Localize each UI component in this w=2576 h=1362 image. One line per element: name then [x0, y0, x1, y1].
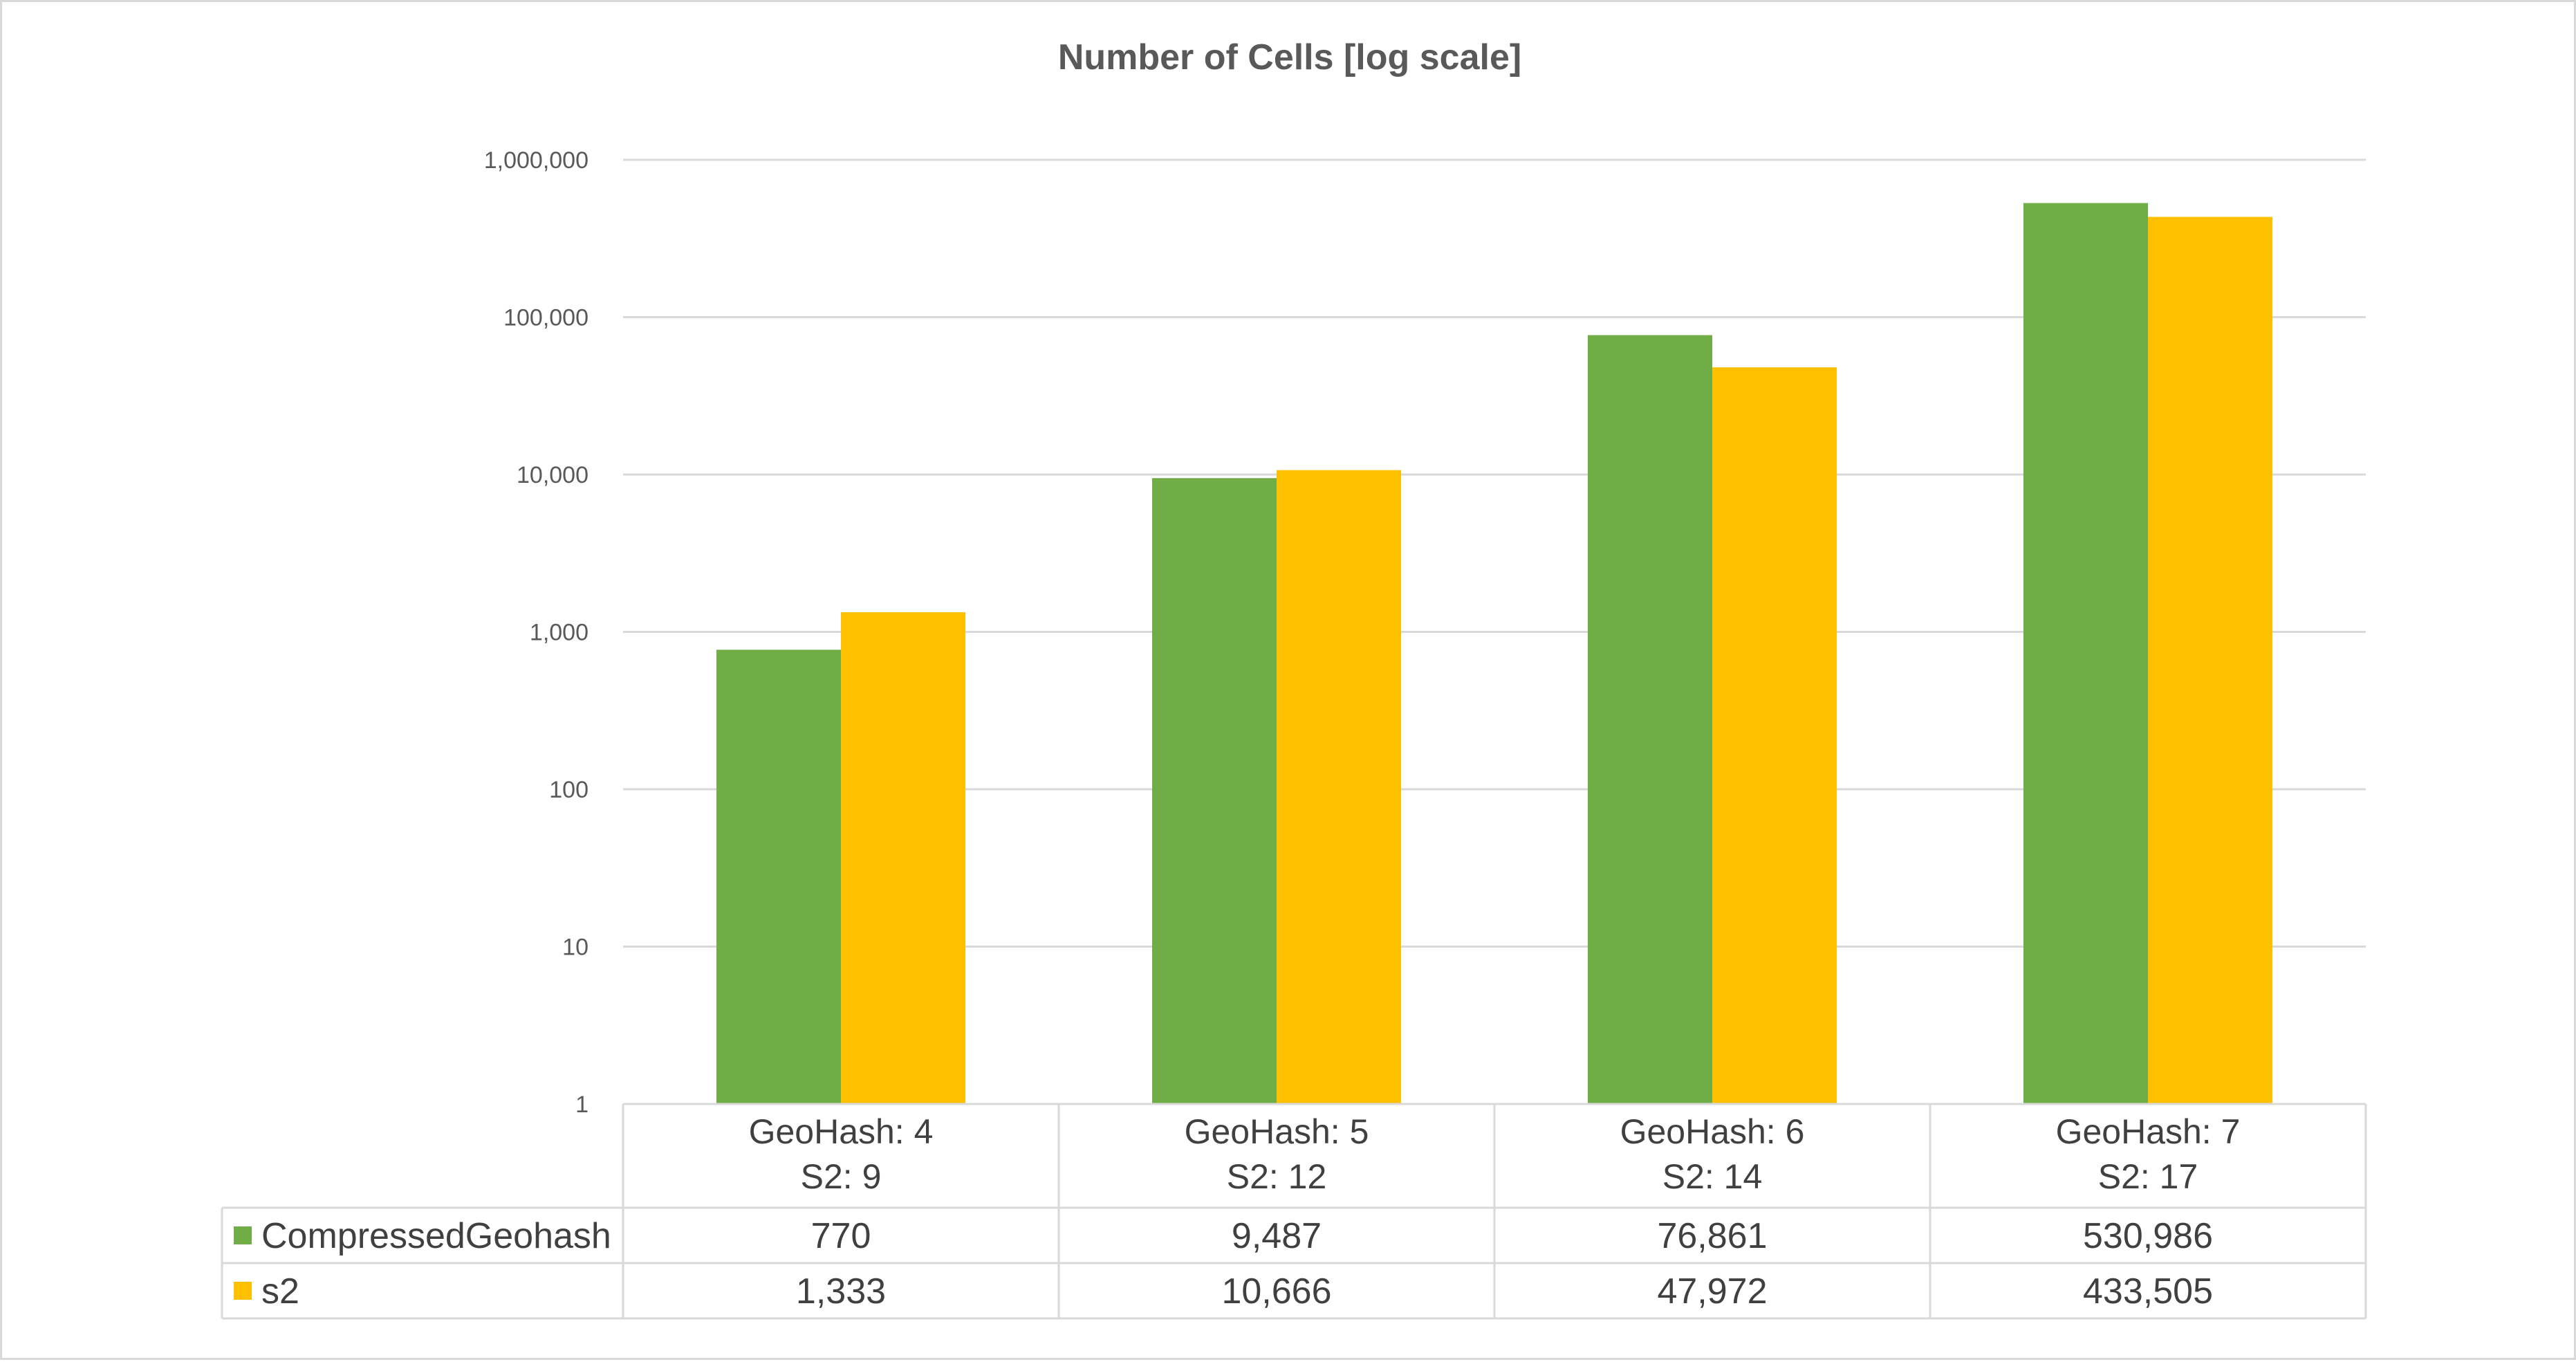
category-label: GeoHash: 7: [2056, 1112, 2241, 1151]
bar-compressedgeohash-1: [716, 650, 841, 1104]
category-label: S2: 14: [1662, 1157, 1763, 1196]
bar-s2-4: [2148, 217, 2272, 1104]
bar-s2-3: [1712, 367, 1837, 1105]
data-table-cell: 47,972: [1657, 1271, 1767, 1312]
y-tick-label: 100,000: [503, 305, 589, 331]
bar-compressedgeohash-2: [1152, 478, 1277, 1104]
category-label: S2: 9: [801, 1157, 882, 1196]
bar-compressedgeohash-4: [2023, 203, 2148, 1105]
category-label: S2: 17: [2098, 1157, 2198, 1196]
legend-key-compressedgeohash: [234, 1226, 252, 1244]
legend-label-compressedgeohash: CompressedGeohash: [261, 1216, 611, 1256]
bar-s2-2: [1277, 470, 1401, 1104]
bars: [716, 203, 2272, 1105]
category-label: S2: 12: [1227, 1157, 1327, 1196]
data-table: GeoHash: 4 S2: 9 GeoHash: 5 S2: 12 GeoHash: …: [221, 1103, 2367, 1320]
data-table-cell: 530,986: [2083, 1216, 2213, 1256]
data-table-cell: 433,505: [2083, 1271, 2213, 1312]
y-axis-tick-labels: 1 10 100 1,000 10,000 100,000 1,000,000: [484, 147, 589, 1118]
data-table-cell: 9,487: [1232, 1216, 1322, 1256]
y-tick-label: 10: [562, 935, 589, 961]
bar-compressedgeohash-3: [1588, 335, 1712, 1104]
category-label: GeoHash: 5: [1185, 1112, 1369, 1151]
category-label: GeoHash: 4: [749, 1112, 934, 1151]
data-table-cell: 1,333: [796, 1271, 886, 1312]
legend-key-s2: [234, 1282, 252, 1300]
y-tick-label: 1,000,000: [484, 147, 589, 174]
data-table-cell: 76,861: [1657, 1216, 1767, 1256]
category-label: GeoHash: 6: [1620, 1112, 1805, 1151]
chart-title: Number of Cells [log scale]: [1058, 37, 1521, 77]
legend-label-s2: s2: [261, 1271, 299, 1312]
bar-s2-1: [841, 612, 965, 1104]
y-tick-label: 100: [549, 777, 589, 803]
data-table-cell: 10,666: [1221, 1271, 1331, 1312]
y-tick-label: 10,000: [517, 462, 589, 488]
y-tick-label: 1: [575, 1092, 589, 1118]
data-table-cell: 770: [811, 1216, 871, 1256]
y-tick-label: 1,000: [530, 620, 589, 646]
